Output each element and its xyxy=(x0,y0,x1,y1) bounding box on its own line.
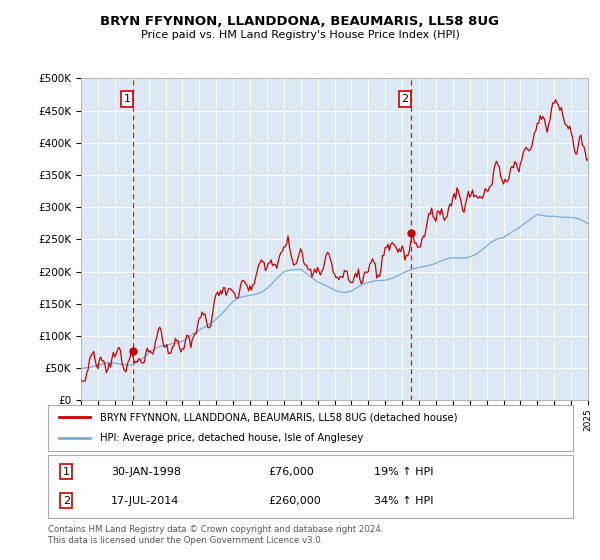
Text: 1: 1 xyxy=(63,467,70,477)
Text: 1: 1 xyxy=(124,94,131,104)
Text: HPI: Average price, detached house, Isle of Anglesey: HPI: Average price, detached house, Isle… xyxy=(101,433,364,444)
Text: 17-JUL-2014: 17-JUL-2014 xyxy=(111,496,179,506)
Text: 2: 2 xyxy=(63,496,70,506)
Text: £76,000: £76,000 xyxy=(269,467,314,477)
Text: BRYN FFYNNON, LLANDDONA, BEAUMARIS, LL58 8UG: BRYN FFYNNON, LLANDDONA, BEAUMARIS, LL58… xyxy=(101,15,499,28)
Text: 2: 2 xyxy=(401,94,409,104)
Text: 19% ↑ HPI: 19% ↑ HPI xyxy=(373,467,433,477)
Text: BRYN FFYNNON, LLANDDONA, BEAUMARIS, LL58 8UG (detached house): BRYN FFYNNON, LLANDDONA, BEAUMARIS, LL58… xyxy=(101,412,458,422)
Text: 30-JAN-1998: 30-JAN-1998 xyxy=(111,467,181,477)
Text: £260,000: £260,000 xyxy=(269,496,321,506)
Text: Price paid vs. HM Land Registry's House Price Index (HPI): Price paid vs. HM Land Registry's House … xyxy=(140,30,460,40)
Text: Contains HM Land Registry data © Crown copyright and database right 2024.
This d: Contains HM Land Registry data © Crown c… xyxy=(48,525,383,545)
Text: 34% ↑ HPI: 34% ↑ HPI xyxy=(373,496,433,506)
